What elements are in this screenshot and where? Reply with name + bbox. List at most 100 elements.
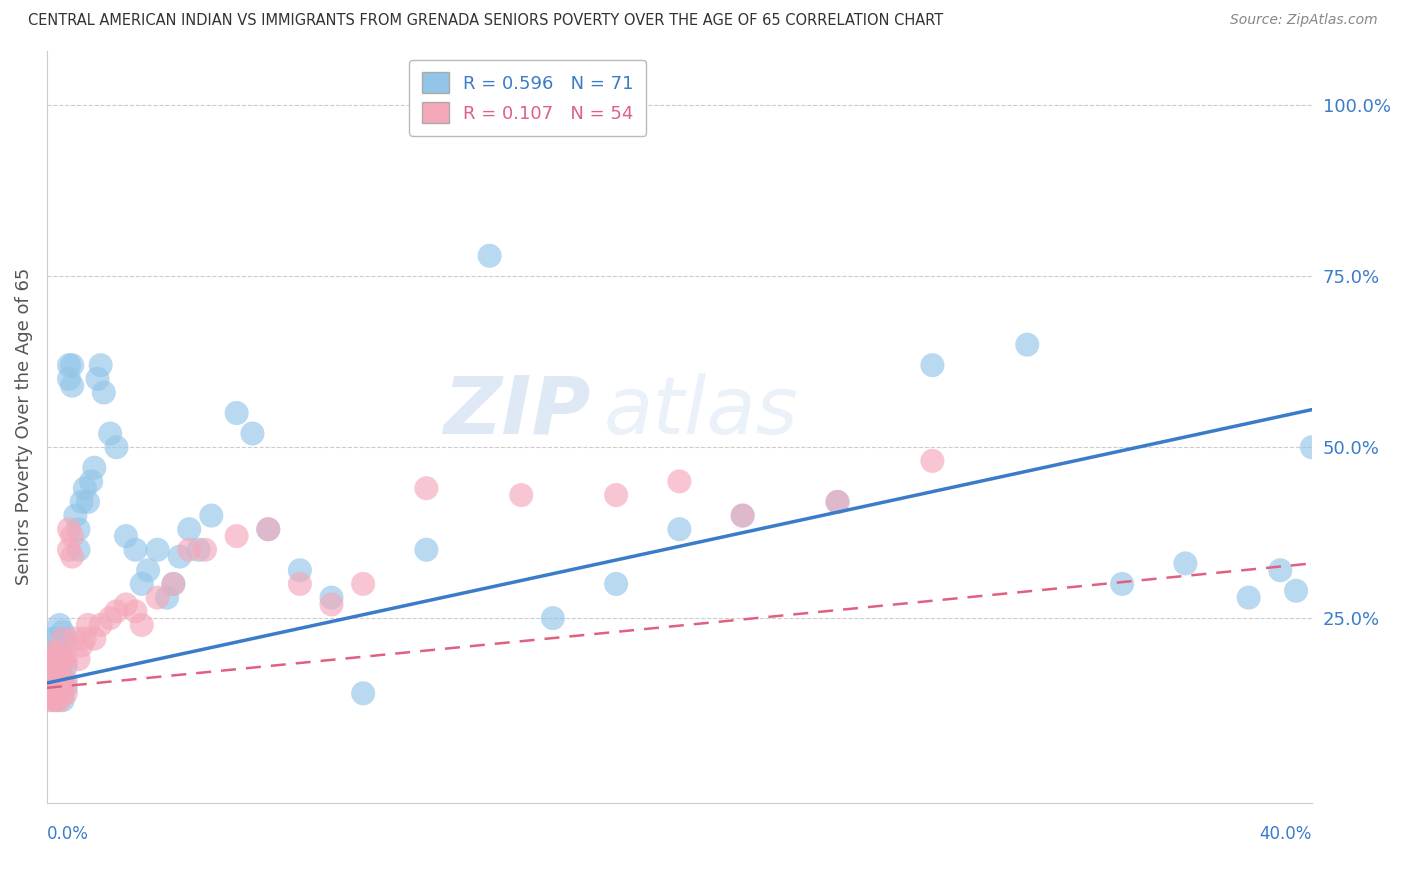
Point (136, 563, 159, 577)
Point (45, 680, 67, 694)
Point (39, 645, 62, 659)
Text: atlas: atlas (603, 373, 799, 450)
Point (827, 495, 849, 509)
Point (45, 665, 67, 680)
Text: Source: ZipAtlas.com: Source: ZipAtlas.com (1230, 13, 1378, 28)
Point (45, 673, 67, 687)
Point (179, 542, 201, 557)
Point (225, 406, 247, 420)
Point (48, 673, 70, 687)
Point (510, 488, 533, 502)
Point (39, 665, 62, 680)
Text: 0.0%: 0.0% (46, 825, 89, 843)
Point (48, 665, 70, 680)
Point (48, 652, 70, 666)
Point (105, 604, 128, 618)
Point (42, 645, 65, 659)
Point (731, 508, 754, 523)
Point (668, 475, 690, 489)
Point (162, 577, 184, 591)
Point (45, 693, 67, 707)
Point (42, 632, 65, 646)
Point (1270, 563, 1292, 577)
Point (58, 522, 80, 536)
Point (124, 604, 146, 618)
Point (321, 598, 343, 612)
Point (162, 577, 184, 591)
Point (67, 652, 90, 666)
Point (39, 659, 62, 673)
Point (73, 481, 96, 495)
Point (415, 542, 437, 557)
Point (73, 632, 96, 646)
Point (115, 598, 138, 612)
Point (48, 686, 70, 700)
Point (200, 508, 222, 523)
Point (921, 454, 943, 468)
Point (52, 652, 75, 666)
Point (194, 542, 217, 557)
Point (52, 673, 75, 687)
Point (605, 577, 627, 591)
Point (731, 508, 754, 523)
Point (156, 591, 179, 605)
Point (124, 542, 146, 557)
Point (179, 522, 201, 536)
Point (48, 693, 70, 707)
Point (90, 358, 112, 372)
Point (1301, 440, 1323, 454)
Point (105, 440, 128, 454)
Point (45, 645, 67, 659)
Point (257, 522, 280, 536)
Point (478, 249, 501, 263)
Point (131, 618, 153, 632)
Point (668, 522, 690, 536)
Point (1285, 583, 1308, 598)
Point (60, 358, 83, 372)
Point (52, 624, 75, 639)
Point (67, 542, 90, 557)
Text: CENTRAL AMERICAN INDIAN VS IMMIGRANTS FROM GRENADA SENIORS POVERTY OVER THE AGE : CENTRAL AMERICAN INDIAN VS IMMIGRANTS FR… (28, 13, 943, 29)
Point (65, 632, 87, 646)
Point (415, 481, 437, 495)
Point (827, 495, 849, 509)
Point (77, 495, 100, 509)
Point (42, 665, 65, 680)
Point (257, 522, 280, 536)
Point (48, 645, 70, 659)
Point (80, 475, 103, 489)
Point (58, 358, 80, 372)
Point (58, 542, 80, 557)
Point (321, 591, 343, 605)
Point (90, 618, 112, 632)
Point (60, 529, 83, 543)
Point (55, 659, 77, 673)
Point (60, 378, 83, 392)
Point (83, 460, 105, 475)
Point (83, 632, 105, 646)
Point (86, 372, 108, 386)
Point (39, 693, 62, 707)
Text: 40.0%: 40.0% (1260, 825, 1312, 843)
Point (48, 618, 70, 632)
Point (288, 577, 311, 591)
Point (146, 591, 169, 605)
Point (39, 680, 62, 694)
Point (55, 686, 77, 700)
Point (45, 693, 67, 707)
Point (115, 529, 138, 543)
Point (52, 652, 75, 666)
Point (60, 549, 83, 564)
Point (70, 639, 93, 653)
Text: ZIP: ZIP (443, 373, 591, 450)
Point (352, 577, 374, 591)
Point (921, 358, 943, 372)
Point (541, 611, 564, 625)
Point (352, 686, 374, 700)
Point (65, 508, 87, 523)
Point (39, 680, 62, 694)
Point (131, 577, 153, 591)
Point (45, 652, 67, 666)
Point (187, 542, 209, 557)
Point (52, 632, 75, 646)
